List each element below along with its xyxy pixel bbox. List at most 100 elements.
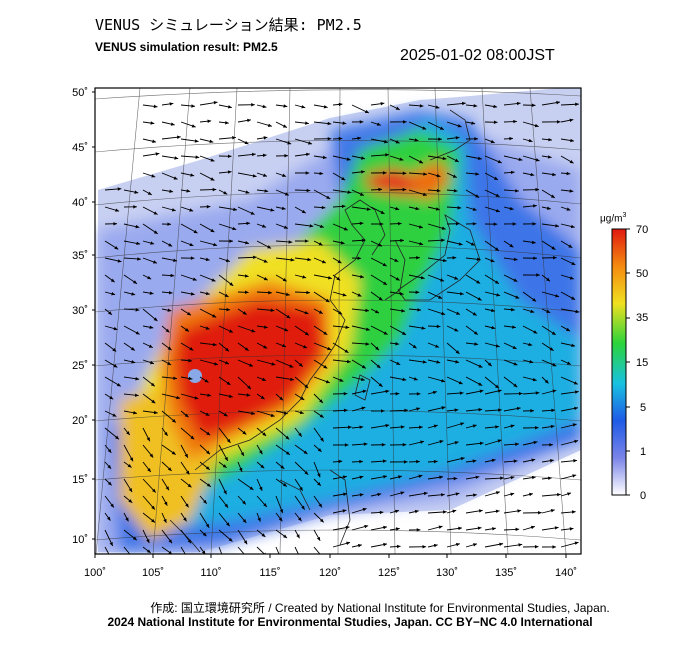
wind-arrow-head bbox=[433, 543, 438, 548]
wind-arrow-head bbox=[228, 394, 233, 398]
wind-arrow-head bbox=[395, 392, 400, 396]
map-area bbox=[95, 88, 581, 563]
latitude-labels: 50˚ 45˚ 40˚ 35˚ 30˚ 25˚ 20˚ 15˚ 10˚ bbox=[72, 87, 88, 546]
wind-arrow-head bbox=[476, 280, 481, 284]
wind-arrow-head bbox=[546, 309, 551, 313]
wind-arrow-head bbox=[497, 389, 502, 393]
wind-arrow-head bbox=[183, 517, 187, 522]
wind-arrow-head bbox=[479, 441, 484, 446]
wind-arrow-head bbox=[279, 509, 284, 514]
colorbar-label: 1 bbox=[640, 446, 646, 458]
wind-arrow-head bbox=[214, 362, 218, 366]
wind-arrow-head bbox=[452, 509, 457, 513]
wind-arrow-head bbox=[261, 533, 266, 537]
wind-arrow-head bbox=[360, 274, 364, 279]
wind-arrow-head bbox=[250, 211, 255, 215]
wind-arrow-head bbox=[375, 309, 380, 314]
axis-ticks bbox=[92, 91, 567, 558]
wind-arrow-head bbox=[513, 362, 518, 366]
wind-arrow-head bbox=[132, 536, 137, 541]
wind-arrow-head bbox=[108, 555, 111, 559]
wind-arrow-head bbox=[382, 262, 387, 267]
wind-arrow-head bbox=[270, 208, 275, 212]
lat-label: 20˚ bbox=[72, 415, 88, 427]
wind-arrow-head bbox=[319, 414, 324, 418]
wind-arrow-head bbox=[279, 396, 284, 401]
wind-arrow-head bbox=[473, 331, 478, 335]
wind-arrow-head bbox=[569, 189, 574, 193]
wind-arrow-head bbox=[402, 187, 407, 192]
wind-arrow bbox=[104, 546, 110, 554]
wind-arrow-head bbox=[402, 443, 407, 447]
wind-arrow-head bbox=[246, 557, 250, 561]
wind-arrow-head bbox=[395, 342, 400, 346]
wind-arrow-head bbox=[130, 347, 135, 351]
wind-arrow-head bbox=[342, 121, 347, 125]
wind-arrow-head bbox=[328, 276, 332, 280]
colorbar-label: 50 bbox=[636, 268, 648, 280]
wind-arrow-head bbox=[438, 137, 442, 141]
wind-arrow-head bbox=[566, 327, 571, 332]
wind-arrow-head bbox=[535, 158, 540, 162]
wind-arrow-head bbox=[453, 476, 458, 481]
wind-arrow-head bbox=[146, 539, 150, 544]
wind-arrow-head bbox=[321, 260, 326, 264]
wind-arrow-head bbox=[126, 431, 130, 436]
wind-arrow-head bbox=[376, 364, 381, 369]
wind-arrow-head bbox=[267, 245, 272, 249]
wind-arrow-head bbox=[402, 171, 407, 176]
wind-arrow-head bbox=[472, 222, 477, 226]
wind-arrow-head bbox=[551, 246, 556, 250]
wind-arrow-head bbox=[226, 438, 231, 443]
wind-arrow-head bbox=[184, 453, 188, 458]
wind-arrow-head bbox=[163, 518, 167, 523]
wind-arrow-head bbox=[185, 328, 189, 332]
wind-arrow-head bbox=[305, 171, 310, 175]
wind-arrow-head bbox=[567, 492, 572, 496]
wind-arrow-head bbox=[533, 440, 538, 445]
wind-arrow-head bbox=[263, 325, 268, 329]
wind-arrow-head bbox=[399, 157, 404, 161]
wind-arrow-head bbox=[245, 241, 249, 245]
wind-arrow-head bbox=[441, 311, 446, 316]
wind-arrow-head bbox=[153, 317, 158, 322]
wind-arrow-head bbox=[491, 458, 496, 463]
wind-arrow-head bbox=[187, 311, 191, 316]
wind-arrow-head bbox=[135, 377, 140, 381]
wind-arrow-head bbox=[417, 308, 422, 312]
wind-arrow-head bbox=[384, 139, 388, 144]
wind-arrow-head bbox=[396, 361, 401, 365]
wind-arrow-head bbox=[228, 329, 233, 333]
wind-arrow-head bbox=[151, 518, 155, 523]
wind-arrow-head bbox=[228, 537, 233, 542]
wind-arrow-head bbox=[300, 559, 303, 563]
wind-arrow-head bbox=[420, 440, 425, 444]
wind-arrow-head bbox=[211, 278, 216, 282]
wind-arrow-head bbox=[359, 493, 364, 497]
wind-arrow-head bbox=[346, 359, 351, 364]
wind-arrow-head bbox=[534, 544, 539, 549]
wind-arrow-head bbox=[204, 379, 209, 383]
wind-arrow-head bbox=[260, 395, 265, 400]
wind-arrow-head bbox=[187, 558, 190, 562]
wind-arrow-head bbox=[251, 152, 256, 157]
wind-arrow-head bbox=[320, 437, 324, 442]
wind-arrow-head bbox=[491, 308, 496, 313]
wind-arrow-head bbox=[366, 207, 371, 211]
wind-arrow-head bbox=[454, 328, 459, 332]
wind-arrow-head bbox=[412, 344, 417, 349]
wind-arrow-head bbox=[115, 435, 119, 440]
wind-arrow-head bbox=[500, 476, 504, 480]
wind-arrow-head bbox=[513, 278, 518, 282]
wind-arrow-head bbox=[475, 194, 480, 198]
wind-arrow-head bbox=[402, 377, 407, 382]
wind-arrow-head bbox=[573, 459, 578, 463]
wind-arrow-head bbox=[242, 500, 246, 505]
wind-arrow-head bbox=[472, 312, 477, 316]
wind-arrow-head bbox=[361, 406, 366, 410]
wind-arrow-head bbox=[174, 156, 179, 160]
wind-arrow-head bbox=[375, 346, 380, 351]
wind-arrow-head bbox=[492, 527, 496, 531]
wind-arrow-head bbox=[298, 432, 302, 437]
lat-label: 50˚ bbox=[72, 87, 88, 99]
